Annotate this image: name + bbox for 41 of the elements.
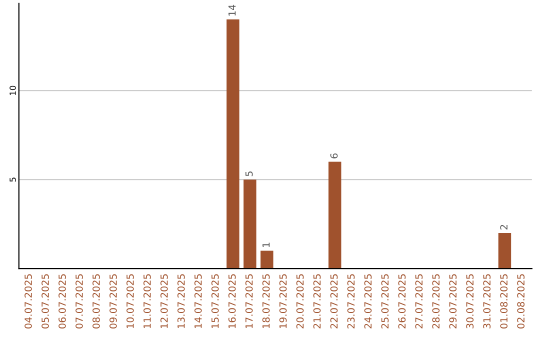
bar bbox=[260, 250, 274, 269]
x-tick-label: 26.07.2025 bbox=[398, 274, 406, 328]
x-tick-label: 14.07.2025 bbox=[194, 274, 202, 328]
x-tick-label: 23.07.2025 bbox=[347, 274, 355, 328]
x-tick-label: 07.07.2025 bbox=[76, 274, 83, 328]
x-tick-label: 20.07.2025 bbox=[296, 274, 304, 328]
data-label: 5 bbox=[246, 171, 253, 176]
y-tick-label: 10 bbox=[10, 86, 16, 95]
x-tick-label: 06.07.2025 bbox=[58, 274, 66, 328]
x-tick-label: 05.07.2025 bbox=[42, 274, 49, 328]
x-tick-label: 24.07.2025 bbox=[364, 274, 372, 328]
bar bbox=[498, 233, 512, 269]
x-tick-label: 19.07.2025 bbox=[279, 274, 287, 328]
x-tick-label: 13.07.2025 bbox=[177, 274, 185, 328]
x-tick-label: 29.07.2025 bbox=[449, 274, 457, 328]
x-tick-label: 31.07.2025 bbox=[483, 274, 491, 328]
x-tick-label: 22.07.2025 bbox=[330, 274, 338, 328]
x-tick-label: 08.07.2025 bbox=[92, 274, 100, 328]
x-tick-label: 02.08.2025 bbox=[517, 274, 525, 328]
x-tick-label: 18.07.2025 bbox=[262, 274, 270, 328]
x-tick-label: 01.08.2025 bbox=[500, 274, 508, 328]
x-tick-label: 11.07.2025 bbox=[143, 274, 151, 328]
x-tick-label: 27.07.2025 bbox=[415, 274, 423, 328]
x-tick-label: 25.07.2025 bbox=[381, 274, 389, 328]
bar bbox=[328, 162, 342, 269]
x-tick-label: 15.07.2025 bbox=[211, 274, 219, 328]
bar bbox=[244, 180, 256, 269]
x-tick-label: 16.07.2025 bbox=[228, 274, 236, 328]
x-tick-label: 17.07.2025 bbox=[245, 274, 253, 328]
data-label: 1 bbox=[262, 242, 270, 247]
x-tick-label: 04.07.2025 bbox=[24, 274, 32, 328]
x-tick-label: 30.07.2025 bbox=[466, 274, 474, 328]
data-label: 2 bbox=[500, 225, 508, 230]
x-tick-label: 12.07.2025 bbox=[160, 274, 168, 328]
x-tick-label: 21.07.2025 bbox=[313, 274, 321, 328]
x-tick-label: 10.07.2025 bbox=[126, 274, 134, 328]
x-tick-label: 28.07.2025 bbox=[432, 274, 440, 328]
data-label: 14 bbox=[228, 4, 236, 16]
data-label: 6 bbox=[330, 153, 338, 158]
x-tick-label: 09.07.2025 bbox=[109, 274, 117, 328]
bar bbox=[226, 19, 240, 269]
